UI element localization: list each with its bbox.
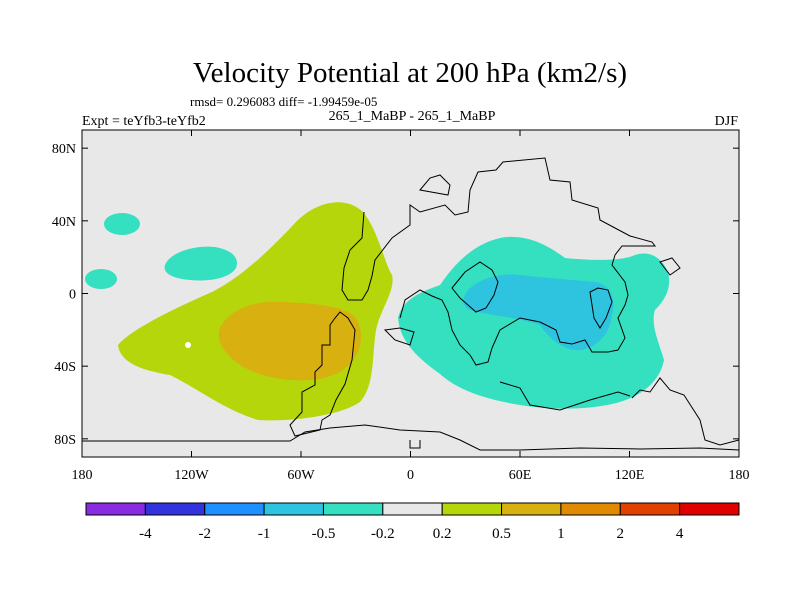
x-tick-label: 120E	[615, 468, 645, 483]
negative-patch-dateline	[85, 269, 117, 289]
colorbar-swatch	[501, 502, 562, 516]
experiment-label: Expt = teYfb3-teYfb2	[82, 114, 206, 129]
x-tick-label: 60E	[509, 468, 532, 483]
colorbar-label: 4	[676, 526, 684, 542]
chart-title: Velocity Potential at 200 hPa (km2/s)	[193, 57, 627, 89]
colorbar-label: 0.5	[492, 526, 511, 542]
x-tick-label: 180	[729, 468, 750, 483]
y-tick-label: 80N	[52, 142, 76, 157]
y-tick-label: 0	[69, 288, 76, 303]
y-axis: 80N 40N 0 40S 80S	[52, 142, 739, 448]
colorbar-swatch	[144, 502, 206, 516]
colorbar-label: -0.2	[371, 526, 395, 542]
x-tick-label: 180	[72, 468, 93, 483]
x-tick-label: 120W	[174, 468, 209, 483]
colorbar: -4 -2 -1 -0.5 -0.2 0.2 0.5 1 2 4	[85, 502, 740, 542]
colorbar-label: 2	[617, 526, 625, 542]
x-tick-label: 0	[407, 468, 414, 483]
colorbar-label: -4	[139, 526, 152, 542]
contour-gap-marker	[185, 342, 191, 348]
colorbar-swatch	[263, 502, 324, 516]
season-label: DJF	[715, 114, 739, 129]
negative-patch-north-pacific	[164, 246, 238, 281]
colorbar-label: -2	[198, 526, 211, 542]
positive-center-atlantic	[218, 301, 361, 381]
x-tick-label: 60W	[287, 468, 315, 483]
coastlines	[82, 157, 739, 451]
colorbar-swatch	[85, 502, 146, 516]
y-tick-label: 40N	[52, 215, 76, 230]
case-label: 265_1_MaBP - 265_1_MaBP	[329, 109, 496, 124]
colorbar-label: 1	[557, 526, 565, 542]
colorbar-label: 0.2	[433, 526, 452, 542]
negative-patch-far-north-pacific	[104, 213, 140, 235]
colorbar-swatch	[619, 502, 681, 516]
colorbar-swatch	[382, 502, 443, 516]
colorbar-label: -0.5	[312, 526, 336, 542]
colorbar-swatch	[679, 502, 740, 516]
colorbar-swatch	[204, 502, 265, 516]
colorbar-label: -1	[258, 526, 271, 542]
negative-center-indian-ocean	[463, 274, 614, 351]
y-tick-label: 80S	[54, 433, 76, 448]
colorbar-swatch	[441, 502, 503, 516]
y-tick-label: 40S	[54, 360, 76, 375]
colorbar-swatch	[322, 502, 384, 516]
x-axis: 180 120W 60W 0 60E 120E 180	[72, 130, 750, 483]
contour-fields	[82, 157, 739, 451]
stats-line: rmsd= 0.296083 diff= -1.99459e-05	[190, 94, 377, 109]
colorbar-swatch	[560, 502, 621, 516]
